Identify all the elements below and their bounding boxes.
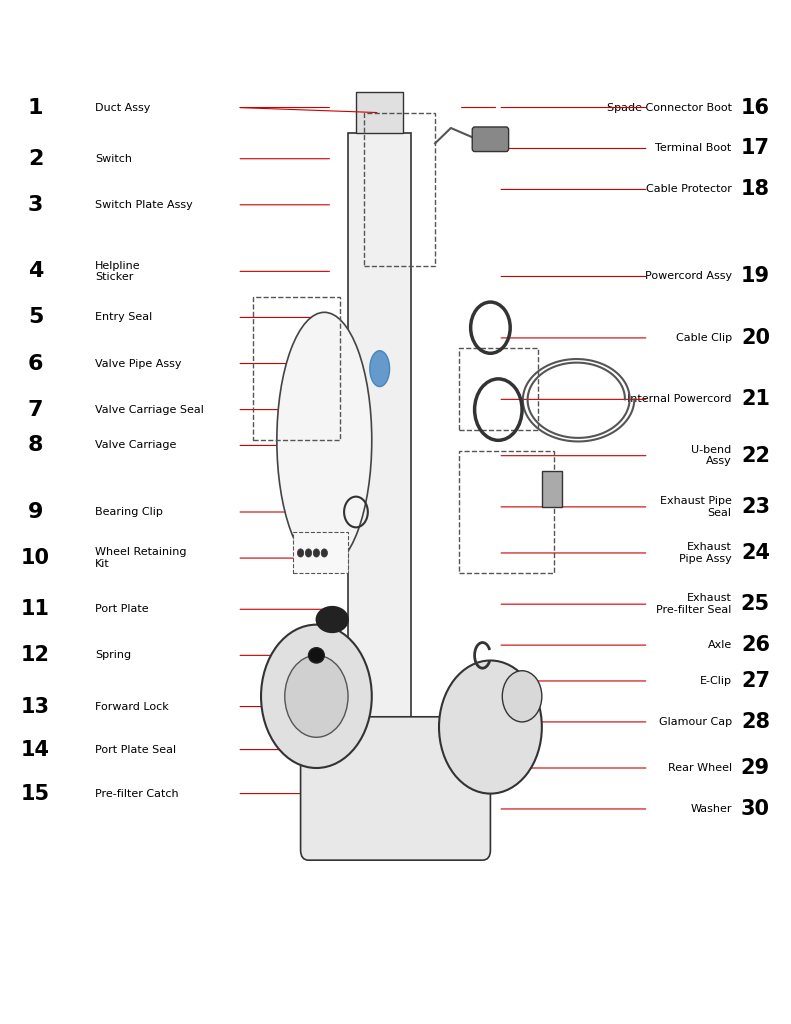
Text: Exhaust
Pre-filter Seal: Exhaust Pre-filter Seal (657, 593, 732, 615)
Text: 12: 12 (21, 645, 50, 666)
Bar (542, 471, 562, 507)
Text: Helpline
Sticker: Helpline Sticker (95, 260, 141, 283)
Circle shape (313, 549, 320, 557)
Text: 4: 4 (28, 261, 44, 282)
Ellipse shape (308, 648, 324, 664)
Text: 30: 30 (741, 799, 770, 819)
Text: Bearing Clip: Bearing Clip (95, 507, 163, 517)
Text: Valve Carriage Seal: Valve Carriage Seal (95, 404, 204, 415)
Ellipse shape (370, 350, 390, 386)
FancyBboxPatch shape (301, 717, 490, 860)
Text: Terminal Boot: Terminal Boot (656, 143, 732, 154)
Text: Glamour Cap: Glamour Cap (659, 717, 732, 727)
Bar (459, 348, 538, 430)
Bar (356, 92, 403, 133)
Text: 7: 7 (28, 399, 44, 420)
Ellipse shape (277, 312, 372, 568)
Text: 18: 18 (741, 179, 770, 200)
Text: Axle: Axle (707, 640, 732, 650)
Text: Valve Pipe Assy: Valve Pipe Assy (95, 358, 181, 369)
Text: U-bend
Assy: U-bend Assy (691, 444, 732, 467)
Text: Switch: Switch (95, 154, 132, 164)
Text: Internal Powercord: Internal Powercord (627, 394, 732, 404)
Text: E-Clip: E-Clip (700, 676, 732, 686)
Text: Valve Carriage: Valve Carriage (95, 440, 176, 451)
Text: Duct Assy: Duct Assy (95, 102, 150, 113)
Bar (293, 532, 348, 573)
Text: Spade Connector Boot: Spade Connector Boot (607, 102, 732, 113)
Text: 23: 23 (741, 497, 770, 517)
Text: 29: 29 (741, 758, 770, 778)
Text: 8: 8 (28, 435, 44, 456)
Text: 1: 1 (28, 97, 44, 118)
Bar (459, 451, 554, 573)
Text: Exhaust Pipe
Seal: Exhaust Pipe Seal (660, 496, 732, 518)
Text: 27: 27 (741, 671, 770, 691)
Text: 14: 14 (21, 739, 50, 760)
Text: Port Plate: Port Plate (95, 604, 149, 614)
Circle shape (285, 655, 348, 737)
Text: 20: 20 (741, 328, 770, 348)
Text: Pre-filter Catch: Pre-filter Catch (95, 788, 179, 799)
Text: 11: 11 (21, 599, 50, 620)
Text: 17: 17 (741, 138, 770, 159)
Text: Exhaust
Pipe Assy: Exhaust Pipe Assy (679, 542, 732, 564)
Circle shape (305, 549, 312, 557)
Text: 28: 28 (741, 712, 770, 732)
Bar (253, 297, 340, 440)
Text: Entry Seal: Entry Seal (95, 312, 152, 323)
Text: 6: 6 (28, 353, 44, 374)
Text: 13: 13 (21, 696, 50, 717)
Text: 24: 24 (741, 543, 770, 563)
Circle shape (261, 625, 372, 768)
Text: Powercord Assy: Powercord Assy (645, 271, 732, 282)
Text: 15: 15 (21, 783, 50, 804)
Bar (364, 113, 435, 266)
Text: 16: 16 (741, 97, 770, 118)
Text: 19: 19 (741, 266, 770, 287)
Ellipse shape (316, 606, 348, 632)
Bar (348, 133, 411, 799)
Circle shape (321, 549, 327, 557)
Text: Spring: Spring (95, 650, 131, 660)
Text: Cable Clip: Cable Clip (676, 333, 732, 343)
Text: Forward Lock: Forward Lock (95, 701, 168, 712)
Circle shape (297, 549, 304, 557)
Text: Switch Plate Assy: Switch Plate Assy (95, 200, 193, 210)
Text: Wheel Retaining
Kit: Wheel Retaining Kit (95, 547, 187, 569)
Text: 26: 26 (741, 635, 770, 655)
FancyBboxPatch shape (472, 127, 509, 152)
Circle shape (439, 660, 542, 794)
Text: 2: 2 (28, 148, 44, 169)
Text: 3: 3 (28, 195, 44, 215)
Text: 25: 25 (741, 594, 770, 614)
Text: Rear Wheel: Rear Wheel (668, 763, 732, 773)
Text: Port Plate Seal: Port Plate Seal (95, 744, 176, 755)
Circle shape (502, 671, 542, 722)
Text: Washer: Washer (691, 804, 732, 814)
Text: 5: 5 (28, 307, 44, 328)
Text: 10: 10 (21, 548, 50, 568)
Text: 21: 21 (741, 389, 770, 410)
Text: Cable Protector: Cable Protector (645, 184, 732, 195)
Text: 22: 22 (741, 445, 770, 466)
Text: 9: 9 (28, 502, 44, 522)
